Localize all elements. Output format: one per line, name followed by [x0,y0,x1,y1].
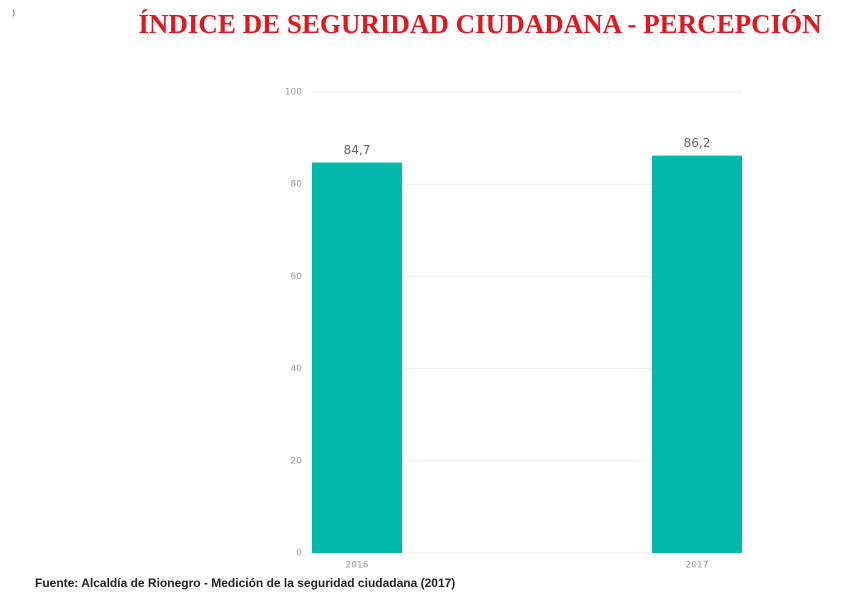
y-tick-label: 0 [296,549,302,559]
corner-mark: ) [12,9,15,18]
value-label: 86,2 [684,136,711,150]
bar [652,155,742,554]
y-tick-label: 60 [291,272,303,282]
x-tick-label: 2017 [686,561,709,571]
y-tick-label: 100 [285,88,302,98]
x-tick-label: 2016 [346,561,369,571]
bar [312,162,402,553]
y-tick-label: 80 [291,180,303,190]
value-label: 84,7 [344,143,371,157]
y-tick-label: 20 [291,456,303,466]
chart-title: ÍNDICE DE SEGURIDAD CIUDADANA - PERCEPCI… [138,9,822,39]
source: Fuente: Alcaldía de Rionegro - Medición … [35,576,455,590]
y-tick-label: 40 [291,364,303,374]
